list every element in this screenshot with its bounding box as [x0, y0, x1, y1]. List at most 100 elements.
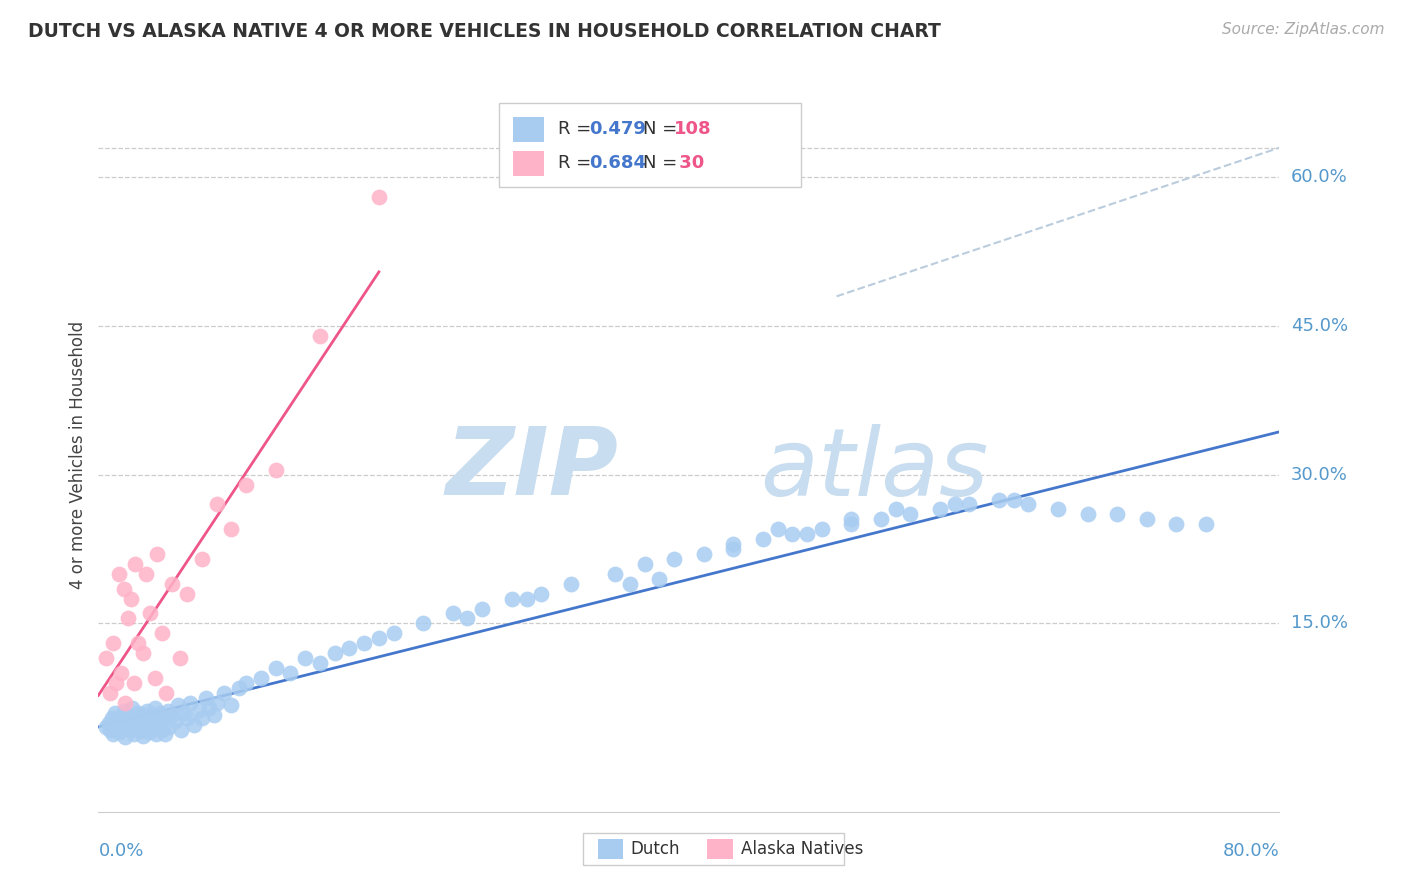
Point: [619, 576, 641, 591]
Point: [633, 557, 655, 571]
Point: [132, 730, 155, 744]
Point: [1002, 492, 1025, 507]
Point: [139, 715, 162, 730]
Point: [751, 532, 773, 546]
Point: [108, 566, 131, 581]
Text: Source: ZipAtlas.com: Source: ZipAtlas.com: [1222, 22, 1385, 37]
Point: [135, 721, 157, 735]
Point: [228, 681, 250, 695]
Point: [134, 707, 156, 722]
Point: [309, 329, 332, 343]
Point: [721, 537, 744, 551]
Text: N =: N =: [643, 154, 682, 172]
Text: DUTCH VS ALASKA NATIVE 4 OR MORE VEHICLES IN HOUSEHOLD CORRELATION CHART: DUTCH VS ALASKA NATIVE 4 OR MORE VEHICLE…: [28, 22, 941, 41]
Point: [1046, 502, 1069, 516]
Point: [105, 717, 128, 731]
Text: 0.0%: 0.0%: [98, 842, 143, 860]
Point: [928, 502, 950, 516]
Point: [98, 686, 121, 700]
Point: [412, 616, 434, 631]
Point: [900, 508, 922, 522]
Point: [959, 498, 981, 512]
Point: [1135, 512, 1157, 526]
Point: [98, 723, 121, 738]
Point: [176, 587, 198, 601]
Y-axis label: 4 or more Vehicles in Household: 4 or more Vehicles in Household: [69, 321, 87, 589]
Point: [114, 731, 136, 745]
Point: [103, 727, 125, 741]
Point: [198, 700, 221, 714]
Point: [117, 611, 139, 625]
Point: [648, 572, 671, 586]
Point: [125, 717, 148, 731]
Point: [141, 710, 163, 724]
Point: [382, 626, 405, 640]
Point: [105, 676, 128, 690]
Point: [110, 665, 132, 680]
Point: [124, 557, 146, 571]
Text: 80.0%: 80.0%: [1223, 842, 1279, 860]
Point: [115, 707, 138, 722]
Point: [664, 552, 686, 566]
Point: [94, 651, 117, 665]
Text: ZIP: ZIP: [446, 423, 619, 516]
Point: [120, 591, 142, 606]
Point: [212, 686, 235, 700]
Point: [278, 665, 302, 680]
Point: [138, 725, 160, 739]
Point: [337, 641, 360, 656]
Point: [721, 542, 744, 557]
Point: [155, 686, 177, 700]
Point: [148, 717, 170, 731]
Point: [441, 607, 464, 621]
Point: [118, 715, 141, 730]
Point: [146, 547, 169, 561]
Text: 30.0%: 30.0%: [1291, 466, 1347, 483]
Point: [839, 512, 862, 526]
Point: [143, 700, 166, 714]
Point: [139, 607, 162, 621]
Point: [157, 721, 180, 735]
Point: [124, 710, 146, 724]
Point: [183, 717, 205, 731]
Point: [250, 671, 273, 685]
Point: [135, 566, 157, 581]
Point: [368, 190, 391, 204]
Point: [150, 723, 173, 738]
Point: [796, 527, 818, 541]
Point: [104, 706, 127, 720]
Point: [884, 502, 907, 516]
Point: [530, 587, 553, 601]
Point: [1105, 508, 1128, 522]
Point: [129, 713, 152, 727]
Point: [94, 721, 117, 735]
Text: R =: R =: [558, 154, 598, 172]
Point: [121, 700, 143, 714]
Point: [264, 463, 287, 477]
Point: [782, 527, 804, 541]
Point: [1017, 498, 1039, 512]
Text: 0.479: 0.479: [589, 120, 645, 138]
Point: [264, 661, 287, 675]
Text: R =: R =: [558, 120, 598, 138]
Text: atlas: atlas: [759, 424, 988, 515]
Point: [187, 703, 209, 717]
Point: [943, 498, 966, 512]
Point: [165, 714, 187, 728]
Point: [111, 722, 134, 736]
Point: [156, 704, 179, 718]
Text: 60.0%: 60.0%: [1291, 169, 1347, 186]
Point: [869, 512, 891, 526]
Point: [173, 706, 195, 720]
Point: [179, 696, 201, 710]
Point: [294, 651, 316, 665]
Point: [107, 714, 129, 728]
Point: [471, 601, 494, 615]
Point: [110, 708, 132, 723]
Point: [605, 566, 627, 581]
Point: [235, 676, 257, 690]
Point: [219, 698, 242, 712]
Point: [153, 727, 176, 741]
Point: [353, 636, 375, 650]
Point: [122, 676, 145, 690]
